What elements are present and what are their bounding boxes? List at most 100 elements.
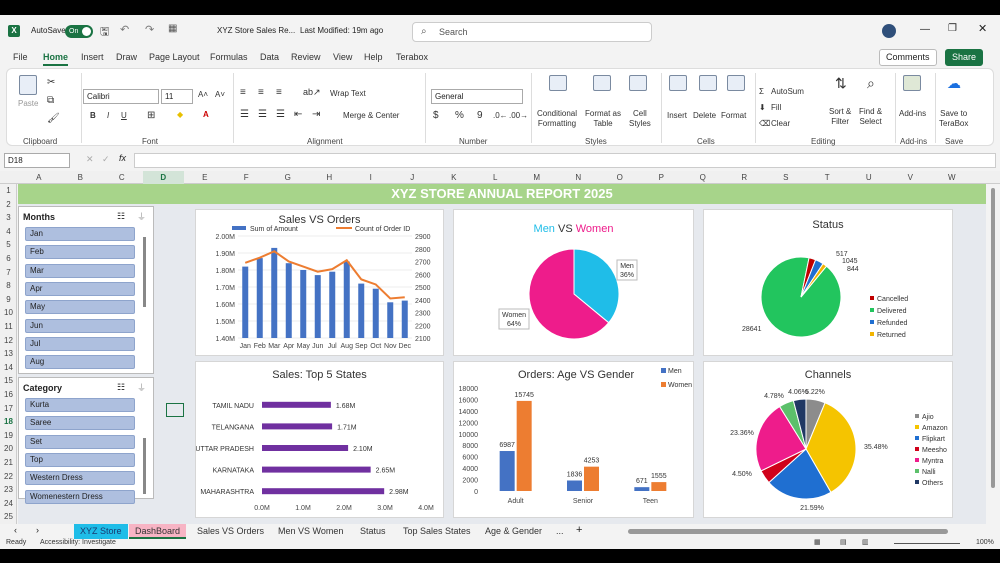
insert-cells-icon[interactable] <box>669 75 687 91</box>
status-card[interactable]: Status 517 1045 844 28641 Cancelled Delivered… <box>703 209 953 356</box>
conditional-formatting-icon[interactable] <box>549 75 567 91</box>
row-header[interactable]: 14 <box>4 362 13 372</box>
close-icon[interactable]: ✕ <box>978 23 988 35</box>
align-top-icon[interactable]: ≡ <box>240 87 246 98</box>
column-header[interactable]: K <box>451 173 457 182</box>
format-table-icon[interactable] <box>593 75 611 91</box>
tab-draw[interactable]: Draw <box>116 52 138 62</box>
row-header[interactable]: 12 <box>4 335 13 345</box>
zoom-level[interactable]: 100% <box>976 539 994 546</box>
months-slicer[interactable]: Months ☷ ⏚ Jan Feb Mar Apr May Jun Jul Aug <box>18 206 154 374</box>
save-icon[interactable]: 🖫 <box>100 26 110 38</box>
wrap-text-button[interactable]: Wrap Text <box>330 89 366 98</box>
italic-icon[interactable]: I <box>107 111 110 120</box>
redo-icon[interactable]: ↷ <box>145 24 155 36</box>
men-women-card[interactable]: Men VS Women Men 36% Women 64% <box>453 209 694 356</box>
row-header[interactable]: 1 <box>6 186 11 195</box>
slicer-item[interactable]: Apr <box>25 281 135 296</box>
slicer-item[interactable]: May <box>25 300 135 315</box>
align-middle-icon[interactable]: ≡ <box>258 87 264 98</box>
slicer-scrollbar[interactable] <box>143 237 146 307</box>
share-button[interactable]: Share <box>945 49 984 66</box>
add-sheet-icon[interactable]: + <box>576 524 583 536</box>
undo-icon[interactable]: ↶ <box>120 24 130 36</box>
align-right-icon[interactable]: ☰ <box>276 109 285 120</box>
percent-icon[interactable]: % <box>455 110 464 121</box>
row-header[interactable]: 19 <box>4 430 13 440</box>
tab-insert[interactable]: Insert <box>81 52 104 62</box>
row-header[interactable]: 11 <box>4 322 13 331</box>
align-left-icon[interactable]: ☰ <box>240 109 249 120</box>
font-size-select[interactable]: 11 <box>161 89 193 104</box>
column-header[interactable]: S <box>783 173 789 182</box>
row-header[interactable]: 3 <box>6 213 11 223</box>
name-box[interactable]: D18 <box>4 153 70 168</box>
autosave-toggle[interactable]: On <box>65 25 93 38</box>
slicer-scrollbar[interactable] <box>143 438 146 494</box>
cancel-icon[interactable]: ✕ <box>86 154 94 164</box>
column-header[interactable]: L <box>493 173 498 182</box>
clear-button[interactable]: Clear <box>771 119 791 128</box>
comments-button[interactable]: Comments <box>879 49 937 66</box>
slicer-item[interactable]: Aug <box>25 355 135 370</box>
last-modified[interactable]: Last Modified: 19m ago <box>300 26 384 35</box>
column-header[interactable]: T <box>824 173 830 182</box>
insert-cells-button[interactable]: Insert <box>667 111 688 120</box>
format-cells-button[interactable]: Format <box>721 111 747 120</box>
fill-icon[interactable]: ⬇ <box>759 103 766 112</box>
tab-review[interactable]: Review <box>291 52 321 62</box>
tab-help[interactable]: Help <box>364 52 383 62</box>
row-header[interactable]: 25 <box>4 512 13 522</box>
find-icon[interactable]: ⌕ <box>867 75 875 91</box>
page-break-icon[interactable]: ▥ <box>862 539 869 546</box>
multiselect-icon[interactable]: ☷ <box>117 382 126 392</box>
column-header[interactable]: J <box>410 173 415 182</box>
row-header[interactable]: 4 <box>6 226 11 236</box>
sheet-tab-dashboard[interactable]: DashBoard <box>129 524 187 539</box>
column-header[interactable]: W <box>947 173 956 182</box>
cell-styles-icon[interactable] <box>629 75 647 91</box>
normal-view-icon[interactable]: ▦ <box>814 539 821 546</box>
decrease-font-icon[interactable]: A˅ <box>215 90 226 99</box>
column-header[interactable]: I <box>369 173 372 182</box>
tab-formulas[interactable]: Formulas <box>210 52 248 62</box>
page-layout-icon[interactable]: ▤ <box>840 539 847 546</box>
row-header[interactable]: 16 <box>4 390 13 399</box>
slicer-item[interactable]: Top <box>25 452 135 467</box>
slicer-item[interactable]: Western Dress <box>25 471 135 486</box>
sheet-tab-xyz-store[interactable]: XYZ Store <box>74 524 128 539</box>
terabox-icon[interactable]: ☁ <box>947 75 961 91</box>
paste-icon[interactable] <box>19 75 37 95</box>
orientation-icon[interactable]: ab↗ <box>303 87 321 97</box>
clear-filter-icon[interactable]: ⏚ <box>137 212 147 222</box>
avatar[interactable] <box>882 24 896 38</box>
row-header[interactable]: 13 <box>4 349 13 359</box>
sheet-tab-top-states[interactable]: Top Sales States <box>403 526 471 536</box>
slicer-item[interactable]: Mar <box>25 263 135 278</box>
column-header[interactable]: A <box>36 173 42 182</box>
sheet-tab-status[interactable]: Status <box>360 526 386 536</box>
row-header[interactable]: 9 <box>6 294 11 304</box>
merge-center-button[interactable]: Merge & Center <box>343 111 400 120</box>
column-header[interactable]: D <box>142 171 184 184</box>
horizontal-scrollbar[interactable] <box>628 529 948 534</box>
sheet-tab-age-gender[interactable]: Age & Gender <box>485 526 543 536</box>
category-slicer[interactable]: Category ☷ ⏚ Kurta Saree Set Top Western Dre… <box>18 377 154 504</box>
tab-file[interactable]: File <box>13 52 28 62</box>
font-name-select[interactable]: Calibri <box>83 89 159 104</box>
column-header[interactable]: O <box>616 173 623 182</box>
more-sheets-button[interactable]: ... <box>556 526 564 536</box>
row-header[interactable]: 15 <box>4 376 13 386</box>
column-header[interactable]: U <box>865 173 872 182</box>
comma-icon[interactable]: 9 <box>477 110 483 121</box>
number-format-select[interactable]: General <box>431 89 523 104</box>
bold-icon[interactable]: B <box>90 111 96 120</box>
addins-icon[interactable] <box>903 75 921 91</box>
slicer-item[interactable]: Saree <box>25 416 135 431</box>
row-header[interactable]: 23 <box>4 485 13 495</box>
format-as-table-button[interactable]: Format as Table <box>585 109 622 128</box>
save-terabox-button[interactable]: Save to TeraBox <box>939 109 969 128</box>
column-header[interactable]: R <box>741 173 748 182</box>
row-header[interactable]: 24 <box>4 498 13 508</box>
font-color-icon[interactable]: A <box>203 110 209 119</box>
